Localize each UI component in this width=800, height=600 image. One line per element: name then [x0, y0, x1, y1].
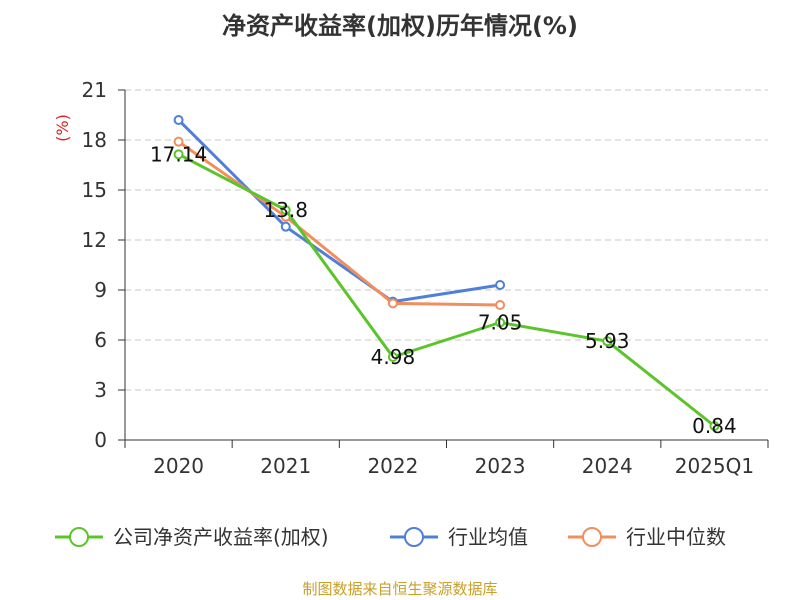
x-tick-label: 2023 [475, 454, 526, 478]
data-point [495, 317, 506, 328]
y-tick-label: 12 [82, 228, 107, 252]
chart-title: 净资产收益率(加权)历年情况(%) [222, 12, 578, 40]
source-note: 制图数据来自恒生聚源数据库 [302, 580, 498, 598]
data-point [495, 300, 506, 310]
y-tick-label: 9 [94, 278, 107, 302]
legend-label: 行业均值 [448, 525, 528, 549]
grid-lines [125, 89, 768, 391]
data-label: 5.93 [585, 329, 630, 353]
axes: 0 3 6 9 12 15 18 21 (%) 2020 2021 2022 2023 2024 2025Q… [53, 78, 769, 478]
y-tick-label: 3 [94, 378, 107, 402]
data-label: 17.14 [150, 142, 207, 166]
legend-label: 公司净资产收益率(加权) [113, 525, 329, 549]
x-tick-label: 2021 [260, 454, 311, 478]
x-tick-label: 2022 [367, 454, 418, 478]
data-label: 0.84 [692, 414, 737, 438]
y-tick-label: 6 [94, 328, 107, 352]
y-axis-label: (%) [53, 114, 72, 142]
data-point [173, 115, 184, 125]
data-point [173, 136, 184, 147]
x-tick-label: 2024 [582, 454, 633, 478]
data-label: 7.05 [478, 311, 523, 335]
legend-marker [582, 527, 602, 547]
y-tick-label: 21 [82, 78, 107, 102]
data-point [387, 298, 398, 309]
data-point [495, 280, 506, 290]
series-line-2 [177, 140, 501, 307]
data-point [602, 336, 613, 347]
x-tick-label: 2020 [153, 454, 204, 478]
y-tick-label: 18 [82, 128, 107, 152]
data-point [709, 421, 720, 431]
series-line-0 [177, 153, 716, 428]
legend: 公司净资产收益率(加权) 行业均值 行业中位数 [55, 525, 726, 549]
data-point [173, 149, 184, 160]
x-tick-label: 2025Q1 [675, 454, 754, 478]
data-point [280, 221, 291, 232]
data-label: 4.98 [371, 345, 416, 369]
data-label: 13.8 [263, 198, 308, 222]
legend-marker [404, 527, 424, 547]
data-labels: 17.14 13.8 4.98 7.05 5.93 0.84 [150, 142, 737, 438]
data-point [280, 205, 291, 215]
y-tick-label: 0 [94, 428, 107, 452]
data-point [387, 352, 398, 362]
series-lines [173, 115, 720, 431]
y-tick-label: 15 [82, 178, 107, 202]
legend-label: 行业中位数 [626, 525, 726, 549]
legend-marker [69, 527, 89, 547]
series-line-1 [177, 118, 501, 304]
